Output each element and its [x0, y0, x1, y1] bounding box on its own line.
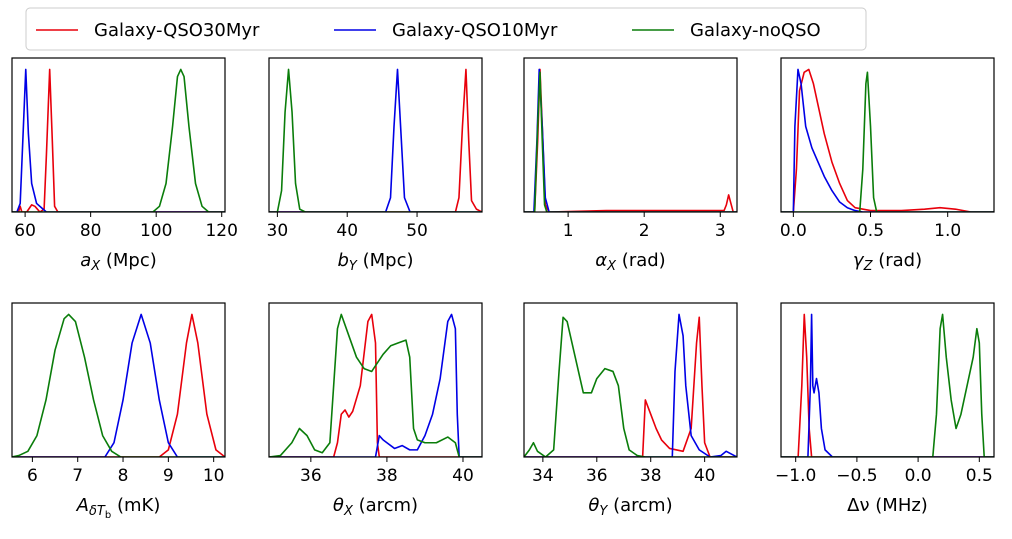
- panel-alpha_X: 1 2 3 αX (rad): [523, 57, 738, 274]
- series-group: [781, 68, 994, 212]
- series-group: [12, 68, 225, 212]
- axes-frame: [268, 57, 483, 213]
- x-axis-label: θX (arcm): [333, 495, 418, 519]
- x-axis-label: Δν (MHz): [847, 495, 928, 516]
- x-tick-label: 1.0: [934, 221, 961, 241]
- legend-entry-1: Galaxy-QSO10Myr: [334, 20, 558, 41]
- x-tick-label: 0.0: [905, 466, 932, 486]
- x-axis-label: θY (arcm): [588, 495, 672, 519]
- series-line-Galaxy-QSO30Myr: [524, 316, 737, 457]
- series-group: [781, 313, 994, 457]
- panel-theta_X: 36 38 40 θX (arcm): [268, 302, 483, 519]
- series-line-Galaxy-noQSO: [269, 313, 482, 457]
- x-tick-label: 36: [300, 466, 322, 486]
- series-line-Galaxy-QSO30Myr: [269, 313, 482, 457]
- x-tick-label: 10: [203, 466, 225, 486]
- x-tick-label: 9: [163, 466, 174, 486]
- x-tick-label: 0.0: [780, 221, 807, 241]
- x-tick-label: 7: [72, 466, 83, 486]
- series-group: [12, 313, 225, 457]
- x-tick-label: 3: [715, 221, 726, 241]
- x-tick-label: 120: [205, 221, 237, 241]
- series-line-Galaxy-QSO10Myr: [524, 313, 737, 457]
- series-line-Galaxy-QSO10Myr: [269, 313, 482, 457]
- x-axis-label: γZ (rad): [853, 250, 922, 274]
- x-axis-label: αX (rad): [595, 250, 665, 274]
- panel-delta_nu: −1.0 −0.5 0.0 0.5 Δν (MHz): [775, 302, 995, 516]
- series-line-Galaxy-QSO30Myr: [781, 313, 994, 457]
- legend-entry-0: Galaxy-QSO30Myr: [36, 20, 260, 41]
- panels: 60 80 100 120 aX (Mpc) 30 40 50 bY (Mpc) 1 2 3 αX (r…: [11, 57, 995, 521]
- series-line-Galaxy-QSO10Myr: [781, 68, 994, 212]
- x-tick-label: 36: [586, 466, 608, 486]
- series-line-Galaxy-noQSO: [781, 71, 994, 212]
- series-group: [269, 68, 482, 212]
- x-tick-label: −0.5: [836, 466, 877, 486]
- axes-frame: [780, 57, 995, 213]
- series-line-Galaxy-QSO10Myr: [781, 313, 994, 457]
- axes-frame: [268, 302, 483, 458]
- series-line-Galaxy-QSO10Myr: [524, 68, 737, 212]
- legend-label-0: Galaxy-QSO30Myr: [94, 20, 260, 41]
- axes-frame: [523, 57, 738, 213]
- x-tick-label: 0.5: [857, 221, 884, 241]
- series-line-Galaxy-noQSO: [269, 68, 482, 212]
- series-line-Galaxy-QSO10Myr: [12, 68, 225, 212]
- series-line-Galaxy-noQSO: [781, 313, 994, 457]
- legend: Galaxy-QSO30Myr Galaxy-QSO10Myr Galaxy-n…: [25, 7, 867, 51]
- x-tick-label: 38: [640, 466, 662, 486]
- legend-frame: [25, 7, 867, 51]
- series-line-Galaxy-QSO30Myr: [269, 68, 482, 212]
- panel-b_Y: 30 40 50 bY (Mpc): [267, 57, 483, 274]
- panel-gamma_Z: 0.0 0.5 1.0 γZ (rad): [780, 57, 995, 274]
- axes-frame: [780, 302, 995, 458]
- series-group: [524, 313, 737, 457]
- series-group: [269, 313, 482, 457]
- axes-frame: [523, 302, 738, 458]
- legend-entry-2: Galaxy-noQSO: [632, 20, 821, 41]
- x-tick-label: 38: [376, 466, 398, 486]
- x-axis-label: bY (Mpc): [337, 250, 413, 274]
- panel-a_X: 60 80 100 120 aX (Mpc): [11, 57, 238, 274]
- x-tick-label: 30: [267, 221, 289, 241]
- series-line-Galaxy-noQSO: [524, 316, 737, 457]
- x-tick-label: 60: [14, 221, 36, 241]
- x-tick-label: −1.0: [775, 466, 816, 486]
- panel-A_dTb: 6 7 8 9 10 AδTb (mK): [11, 302, 226, 521]
- x-tick-label: 1: [563, 221, 574, 241]
- x-tick-label: 34: [532, 466, 554, 486]
- x-tick-label: 100: [140, 221, 172, 241]
- x-tick-label: 40: [694, 466, 716, 486]
- series-line-Galaxy-QSO30Myr: [524, 68, 737, 212]
- x-tick-label: 40: [336, 221, 358, 241]
- legend-label-1: Galaxy-QSO10Myr: [392, 20, 558, 41]
- series-line-Galaxy-QSO30Myr: [12, 68, 225, 212]
- series-line-Galaxy-QSO10Myr: [269, 68, 482, 212]
- axes-frame: [11, 302, 226, 458]
- series-line-Galaxy-QSO30Myr: [12, 313, 225, 457]
- series-line-Galaxy-noQSO: [12, 313, 225, 457]
- series-line-Galaxy-QSO10Myr: [12, 313, 225, 457]
- series-line-Galaxy-noQSO: [524, 71, 737, 212]
- x-tick-label: 6: [27, 466, 38, 486]
- x-tick-label: 8: [118, 466, 129, 486]
- series-line-Galaxy-QSO30Myr: [781, 68, 994, 212]
- panel-theta_Y: 34 36 38 40 θY (arcm): [523, 302, 738, 519]
- x-tick-label: 50: [406, 221, 428, 241]
- axes-frame: [11, 57, 226, 213]
- x-axis-label: aX (Mpc): [80, 250, 157, 274]
- legend-label-2: Galaxy-noQSO: [690, 20, 821, 41]
- x-tick-label: 40: [452, 466, 474, 486]
- series-line-Galaxy-noQSO: [12, 68, 225, 212]
- x-tick-label: 0.5: [966, 466, 993, 486]
- x-tick-label: 80: [80, 221, 102, 241]
- x-tick-label: 2: [639, 221, 650, 241]
- series-group: [524, 68, 737, 212]
- x-axis-label: AδTb (mK): [76, 495, 161, 521]
